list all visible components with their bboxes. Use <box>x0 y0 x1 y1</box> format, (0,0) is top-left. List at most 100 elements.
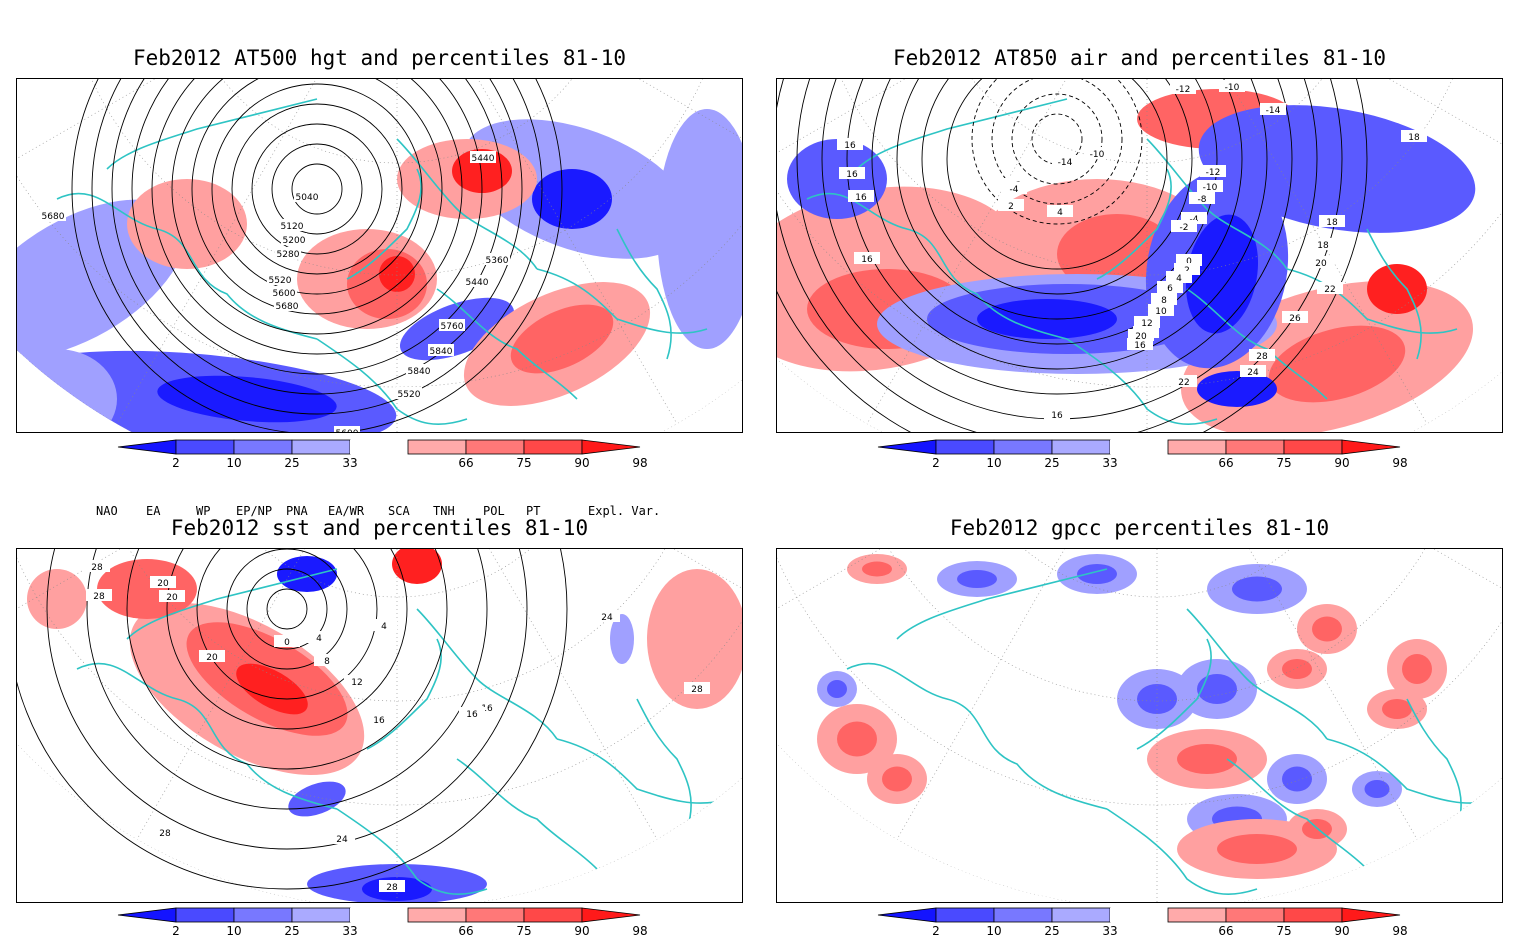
panel-2-map: -12-10-14-12-10-8-4-20246810121416182022… <box>776 78 1503 433</box>
graticule-meridian <box>896 549 1158 840</box>
contour-label: 20 <box>157 579 169 589</box>
contour-label-box <box>379 880 405 892</box>
contour-label-box <box>84 560 110 572</box>
colorbar-3-segment <box>175 907 235 923</box>
contour-label: -14 <box>1058 158 1073 168</box>
contour-label: 4 <box>381 622 387 632</box>
coastline <box>346 168 422 280</box>
contour-label-box <box>1310 238 1336 250</box>
contour-label: 5840 <box>430 347 453 357</box>
contour-label-box <box>1240 365 1266 377</box>
colorbar-3-tick-label: 2 <box>172 924 180 938</box>
contour-label: 10 <box>1155 307 1167 317</box>
colorbar-4-tick-label: 2 <box>932 924 940 938</box>
colorbar-2-tick-label: 75 <box>1276 456 1291 470</box>
colorbar-1-tick-label: 33 <box>342 456 357 470</box>
contour-label-box <box>40 209 66 221</box>
contour-label: 28 <box>93 592 105 602</box>
anomaly-blue <box>532 169 612 229</box>
contour-line <box>91 79 543 415</box>
index-header-ep-np: EP/NP <box>236 504 273 518</box>
coastline <box>556 738 728 804</box>
colorbar-1-segment <box>523 439 583 455</box>
coastline <box>336 808 488 895</box>
coastline <box>846 662 1108 810</box>
coastline <box>1186 608 1328 740</box>
contour-label: 5040 <box>296 193 319 203</box>
colorbar-2-tick-label: 25 <box>1044 456 1059 470</box>
contour-label-box <box>1166 271 1192 283</box>
anomaly-blue <box>657 109 742 349</box>
colorbar-2-segment <box>1225 439 1285 455</box>
coastline <box>636 698 692 830</box>
contour-label: 24 <box>336 835 348 845</box>
contour-label: 20 <box>1135 332 1147 342</box>
contour-label: 22 <box>1178 378 1189 388</box>
contour-label-box <box>1308 256 1334 268</box>
contour-label: 5520 <box>398 390 421 400</box>
colorbar-4-segment <box>935 907 995 923</box>
colorbar-3-segment <box>465 907 525 923</box>
panel-1-svg: 5040 5120 5200 5280 5360 5440 5520 5600 5680 5760… <box>17 79 742 432</box>
contour-label: 16 <box>844 141 856 151</box>
anomaly-red <box>1217 834 1297 864</box>
panel-1-contours: 5040 5120 5200 5280 5360 5440 5520 5600 5680 5760… <box>40 79 563 432</box>
contour-line <box>777 79 1343 432</box>
colorbar-1-tick-label: 75 <box>516 456 531 470</box>
anomaly-blue <box>1197 371 1277 407</box>
colorbar-3-segment <box>291 907 351 923</box>
contour-line <box>266 588 308 630</box>
colorbar-1-tick-label: 25 <box>284 456 299 470</box>
contour-line <box>196 549 378 700</box>
anomaly-red <box>392 549 442 584</box>
contour-label-box <box>159 590 185 602</box>
contour-label: -12 <box>1176 85 1191 95</box>
anomaly-red <box>862 561 892 577</box>
colorbar-1-segment <box>175 439 235 455</box>
contour-line <box>896 79 1218 320</box>
contour-line <box>71 79 563 432</box>
index-header-row: NAO EA WP EP/NP PNA EA/WR SCA TNH POL PT Expl. Var… <box>28 504 668 524</box>
coastline <box>456 758 598 870</box>
contour-label-box <box>1282 311 1308 323</box>
contour-label: 5120 <box>281 222 304 232</box>
colorbar-4-arrow-right <box>1341 907 1401 923</box>
colorbar-3-tick-label: 90 <box>574 924 589 938</box>
colorbar-4-tick-label: 90 <box>1334 924 1349 938</box>
contour-line <box>46 549 528 850</box>
contour-label-box <box>684 682 710 694</box>
contour-line <box>921 79 1193 295</box>
panel-4-svg <box>777 549 1502 902</box>
contour-label: 4 <box>1057 208 1063 218</box>
contour-label: 12 <box>1141 319 1152 329</box>
colorbar-4-tick-label: 10 <box>986 924 1001 938</box>
contour-label-box <box>1148 304 1174 316</box>
index-header-ea: EA <box>146 504 161 518</box>
anomaly-blue <box>957 570 997 588</box>
coastline <box>316 338 468 425</box>
index-header-tnh: TNH <box>433 504 455 518</box>
contour-label: 24 <box>1247 368 1259 378</box>
coastline <box>1286 268 1458 334</box>
contour-label-box <box>1317 282 1343 294</box>
contour-label-box <box>1401 130 1427 142</box>
panel-4-title: Feb2012 gpcc percentiles 81-10 <box>949 516 1330 540</box>
colorbar-4-arrow-left <box>877 907 937 923</box>
contour-line <box>17 549 568 890</box>
coastline <box>416 608 558 740</box>
anomaly-blue <box>1282 766 1312 792</box>
contour-label: 18 <box>1326 218 1338 228</box>
contour-label-box <box>1047 205 1073 217</box>
contour-label-box <box>396 387 422 399</box>
colorbar-4-tick-label: 66 <box>1218 924 1233 938</box>
contour-label-box <box>428 344 454 356</box>
panel-2-field <box>777 79 1502 432</box>
contour-line <box>991 79 1123 205</box>
contour-label: 26 <box>1289 314 1301 324</box>
anomaly-red <box>1402 654 1432 684</box>
contour-line <box>1011 93 1103 185</box>
coastline <box>76 662 338 810</box>
colorbar-1-segment <box>233 439 293 455</box>
coastline <box>1326 738 1498 804</box>
